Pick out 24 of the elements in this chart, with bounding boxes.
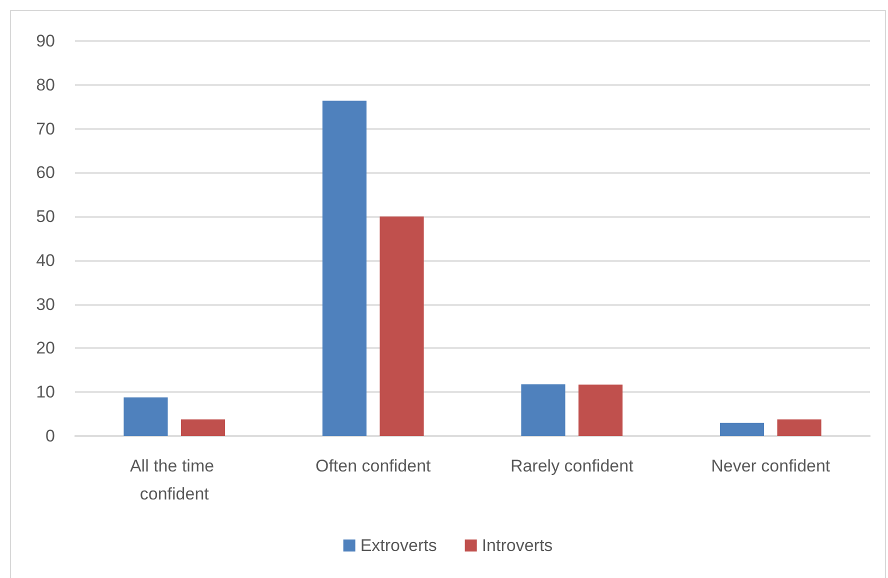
x-tick-label: Often confident bbox=[315, 456, 432, 476]
bar bbox=[777, 419, 822, 436]
bar bbox=[380, 216, 424, 436]
bar bbox=[720, 422, 764, 436]
legend-label: Introverts bbox=[482, 536, 553, 555]
legend-label: Extroverts bbox=[360, 536, 437, 555]
bar bbox=[578, 384, 623, 436]
y-tick-label: 0 bbox=[46, 426, 55, 446]
y-tick-label: 60 bbox=[36, 163, 55, 182]
x-tick-label: All the time confident bbox=[130, 456, 219, 504]
y-tick-label: 50 bbox=[36, 207, 55, 226]
bar bbox=[521, 384, 566, 436]
y-tick-label: 90 bbox=[36, 32, 55, 50]
y-tick-label: 80 bbox=[36, 75, 55, 94]
y-tick-label: 10 bbox=[36, 382, 55, 402]
bar bbox=[322, 100, 367, 436]
y-tick-label: 70 bbox=[36, 119, 55, 138]
x-tick-label: Rarely confident bbox=[510, 456, 634, 476]
x-tick-label: Never confident bbox=[711, 456, 830, 476]
bar bbox=[124, 397, 168, 436]
y-tick-label: 20 bbox=[36, 338, 55, 358]
y-tick-label: 30 bbox=[36, 294, 55, 314]
bar bbox=[180, 419, 226, 436]
y-tick-label: 40 bbox=[36, 250, 55, 270]
